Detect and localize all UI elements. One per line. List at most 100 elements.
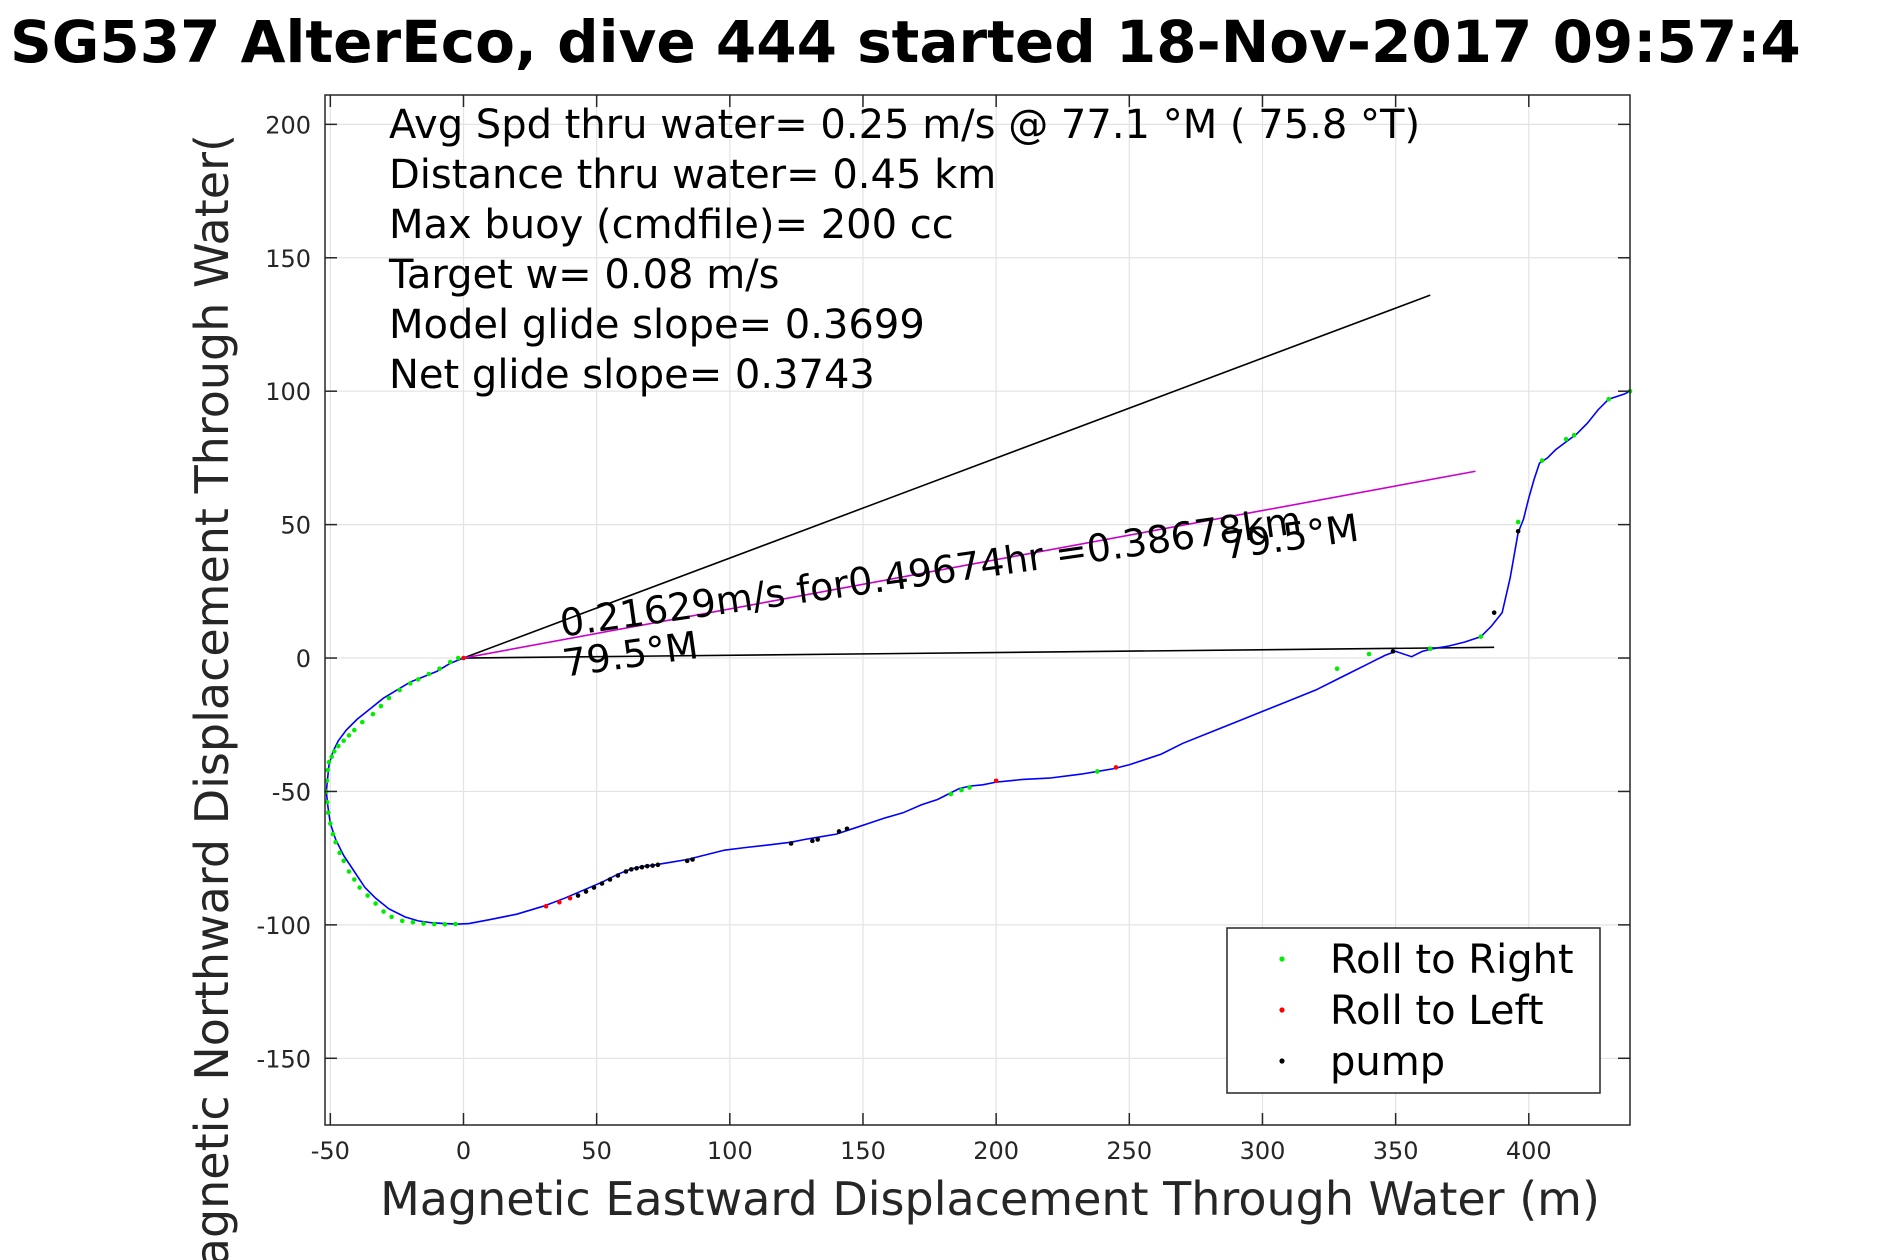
stats-line: Target w= 0.08 m/s bbox=[388, 252, 779, 298]
marker-pump bbox=[591, 885, 597, 890]
y-tick-label: -150 bbox=[257, 1045, 311, 1073]
marker-roll-to-right bbox=[410, 919, 416, 925]
x-tick-label: 200 bbox=[973, 1137, 1019, 1165]
y-tick-label: 0 bbox=[296, 645, 311, 673]
marker-roll-to-right bbox=[959, 787, 964, 793]
marker-pump bbox=[628, 867, 634, 872]
marker-roll-to-right bbox=[421, 921, 426, 926]
marker-roll-to-left bbox=[557, 899, 562, 905]
marker-roll-to-right bbox=[370, 711, 376, 717]
legend-label-roll-right: Roll to Right bbox=[1330, 937, 1574, 983]
reference-lines bbox=[463, 294, 1495, 659]
marker-pump bbox=[1491, 610, 1497, 615]
marker-pump bbox=[810, 838, 815, 844]
marker-roll-to-right bbox=[359, 719, 365, 725]
marker-pump bbox=[607, 877, 613, 882]
ticks: -50 0 50 100 150 200 250 300 350 400 -150 -100 -50 0 5… bbox=[257, 95, 1630, 1165]
marker-roll-to-right bbox=[346, 869, 352, 874]
marker-pump bbox=[684, 858, 690, 864]
marker-layer bbox=[324, 388, 1633, 927]
x-tick-label: -50 bbox=[311, 1137, 350, 1165]
marker-roll-to-right bbox=[325, 767, 330, 773]
marker-roll-to-right bbox=[407, 681, 413, 686]
marker-pump bbox=[690, 857, 695, 862]
marker-pump bbox=[1515, 528, 1521, 534]
marker-roll-to-right bbox=[341, 738, 346, 744]
marker-roll-to-right bbox=[967, 785, 972, 790]
marker-pump bbox=[639, 864, 645, 870]
marker-roll-to-right bbox=[325, 810, 331, 816]
marker-roll-to-right bbox=[351, 877, 357, 882]
legend-marker-roll-right bbox=[1279, 956, 1285, 962]
marker-roll-to-right bbox=[346, 733, 352, 738]
marker-pump bbox=[1390, 649, 1396, 654]
marker-pump bbox=[650, 863, 655, 868]
marker-pump bbox=[815, 837, 821, 842]
marker-pump bbox=[655, 862, 661, 868]
marker-roll-to-right bbox=[341, 858, 346, 864]
marker-roll-to-right bbox=[431, 921, 437, 927]
marker-roll-to-right bbox=[415, 677, 421, 682]
marker-roll-to-right bbox=[328, 821, 333, 826]
x-tick-label: 350 bbox=[1373, 1137, 1419, 1165]
marker-roll-to-right bbox=[1334, 666, 1340, 672]
marker-roll-to-right bbox=[397, 687, 402, 693]
marker-roll-to-right bbox=[337, 850, 342, 856]
stats-line: Avg Spd thru water= 0.25 m/s @ 77.1 °M (… bbox=[389, 102, 1420, 148]
marker-roll-to-right bbox=[426, 671, 432, 677]
marker-roll-to-left bbox=[993, 778, 999, 784]
marker-pump bbox=[623, 869, 629, 874]
marker-roll-to-right bbox=[1515, 519, 1521, 525]
marker-roll-to-right bbox=[357, 885, 362, 890]
y-tick-label: 200 bbox=[265, 111, 311, 139]
x-tick-label: 50 bbox=[581, 1137, 612, 1165]
marker-roll-to-right bbox=[399, 918, 405, 924]
marker-roll-to-right bbox=[1478, 634, 1484, 639]
marker-roll-to-right bbox=[381, 909, 386, 914]
marker-roll-to-right bbox=[351, 727, 357, 733]
marker-roll-to-right bbox=[1095, 769, 1100, 774]
marker-pump bbox=[615, 873, 621, 878]
marker-roll-to-right bbox=[330, 831, 336, 837]
stats-line: Net glide slope= 0.3743 bbox=[389, 352, 875, 398]
stats-line: Distance thru water= 0.45 km bbox=[389, 152, 996, 198]
marker-pump bbox=[836, 829, 842, 834]
marker-pump bbox=[599, 881, 605, 886]
reference-line bbox=[463, 294, 1431, 659]
chart-title: SG537 AlterEco, dive 444 started 18-Nov-… bbox=[10, 8, 1801, 76]
legend-label-pump: pump bbox=[1330, 1039, 1445, 1085]
y-axis-label: Magnetic Northward Displacement Through … bbox=[185, 134, 239, 1260]
reference-line bbox=[463, 470, 1476, 659]
y-tick-label: 50 bbox=[280, 512, 311, 540]
marker-roll-to-right bbox=[1563, 436, 1569, 442]
marker-roll-to-right bbox=[329, 754, 334, 760]
marker-roll-to-right bbox=[1606, 396, 1611, 402]
marker-pump bbox=[575, 893, 581, 898]
stats-line: Model glide slope= 0.3699 bbox=[389, 302, 925, 348]
marker-roll-to-right bbox=[447, 659, 453, 665]
x-axis-label: Magnetic Eastward Displacement Through W… bbox=[380, 1172, 1600, 1226]
x-tick-label: 150 bbox=[840, 1137, 886, 1165]
x-tick-label: 300 bbox=[1240, 1137, 1286, 1165]
stats-line: Max buoy (cmdfile)= 200 cc bbox=[389, 202, 954, 248]
marker-roll-to-right bbox=[332, 749, 337, 754]
marker-pump bbox=[788, 841, 794, 846]
y-tick-label: -50 bbox=[272, 778, 311, 806]
marker-roll-to-right bbox=[442, 922, 448, 927]
marker-roll-to-right bbox=[386, 695, 392, 701]
marker-pump bbox=[844, 826, 850, 832]
marker-roll-to-right bbox=[1539, 458, 1545, 463]
x-tick-label: 100 bbox=[707, 1137, 753, 1165]
marker-roll-to-right bbox=[333, 839, 338, 845]
marker-pump bbox=[644, 863, 650, 869]
marker-roll-to-right bbox=[324, 799, 330, 805]
marker-roll-to-right bbox=[365, 893, 370, 898]
plot-frame bbox=[324, 94, 1631, 1126]
y-tick-label: -100 bbox=[257, 912, 311, 940]
marker-roll-to-right bbox=[437, 666, 442, 672]
x-tick-label: 0 bbox=[456, 1137, 471, 1165]
legend-marker-pump bbox=[1279, 1058, 1285, 1064]
marker-roll-to-right bbox=[378, 703, 384, 709]
x-tick-label: 400 bbox=[1506, 1137, 1552, 1165]
